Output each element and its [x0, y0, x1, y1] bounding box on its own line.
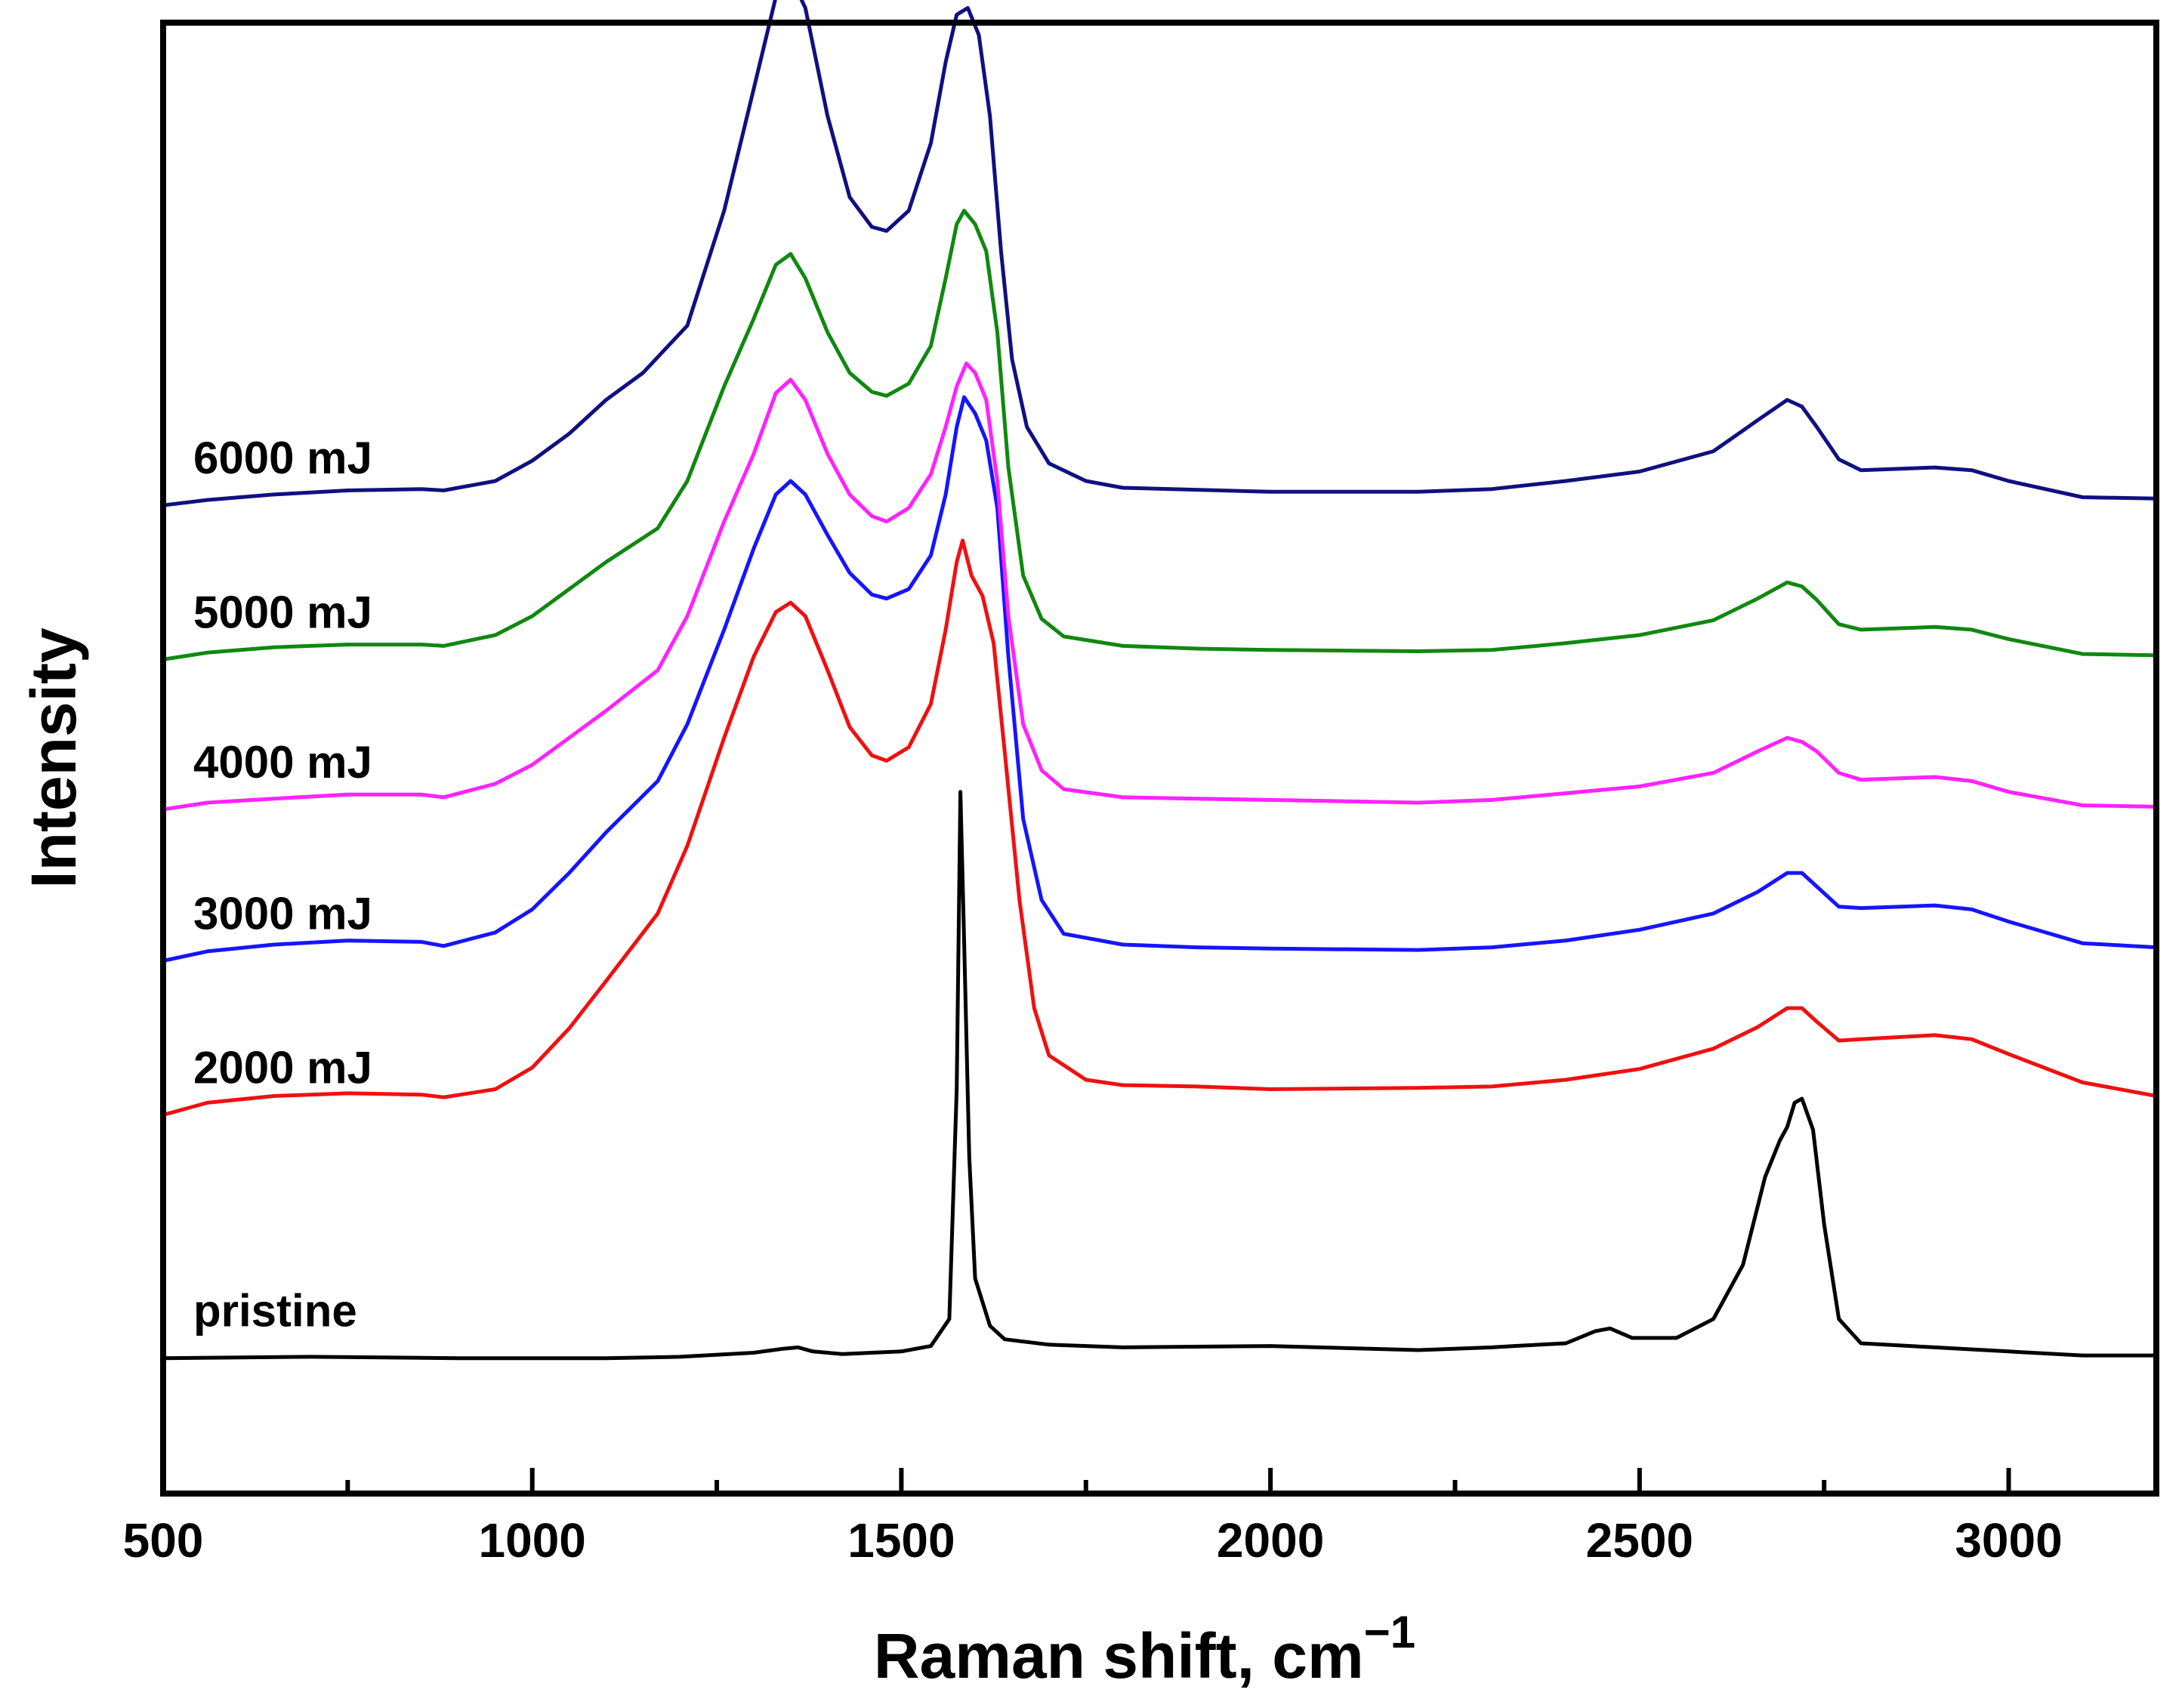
- x-tick-label: 1000: [479, 1513, 586, 1568]
- series-label-pristine: pristine: [193, 1286, 357, 1336]
- x-tick-label: 3000: [1955, 1513, 2062, 1568]
- x-tick-label: 1500: [847, 1513, 955, 1568]
- series-label-3000-mj: 3000 mJ: [193, 888, 372, 939]
- x-axis-title-superscript: −1: [1364, 1607, 1415, 1657]
- x-axis-title-text: Raman shift, cm: [874, 1620, 1364, 1691]
- series-line-5000-mj: [162, 208, 2157, 661]
- series-line-6000-mj: [162, 0, 2157, 507]
- series-label-5000-mj: 5000 mJ: [193, 587, 372, 637]
- x-axis-title: Raman shift, cm−1: [874, 1607, 1415, 1691]
- series-line-pristine: [162, 790, 2156, 1361]
- series-layer: [162, 0, 2157, 1361]
- series-line-4000-mj: [162, 361, 2157, 812]
- x-tick-label: 2000: [1217, 1513, 1324, 1568]
- x-tick-label: 500: [123, 1513, 204, 1568]
- x-tick-label: 2500: [1586, 1513, 1693, 1568]
- series-label-6000-mj: 6000 mJ: [193, 433, 372, 483]
- x-ticks: 500 1000 1500 2000 2500 3000: [123, 1468, 2063, 1568]
- series-line-3000-mj: [162, 395, 2157, 963]
- series-label-4000-mj: 4000 mJ: [193, 737, 372, 788]
- series-line-2000-mj: [162, 538, 2157, 1117]
- series-label-2000-mj: 2000 mJ: [193, 1043, 372, 1093]
- series-labels: pristine 2000 mJ 3000 mJ 4000 mJ 5000 mJ 6000…: [193, 433, 372, 1336]
- y-axis-title: Intensity: [18, 627, 89, 889]
- plot-frame: [160, 20, 2159, 1497]
